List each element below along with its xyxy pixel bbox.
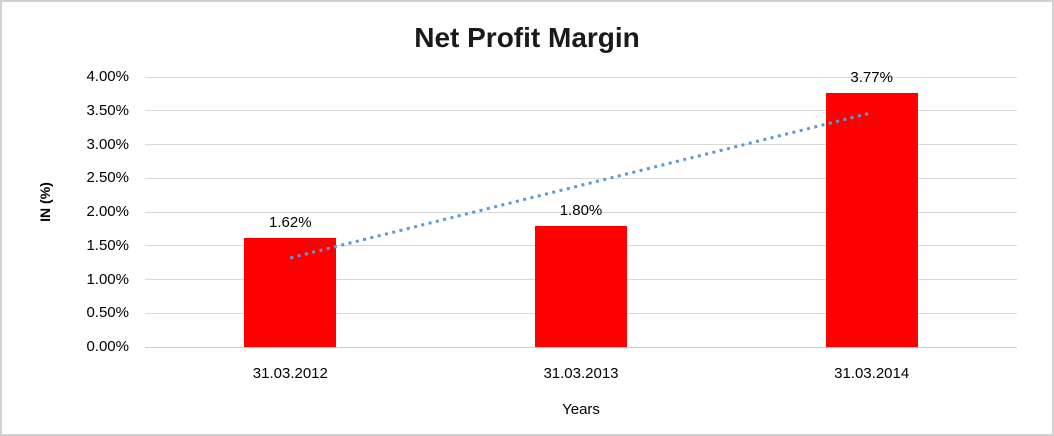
bar[interactable] [244, 237, 337, 347]
y-tick-label: 3.50% [86, 101, 129, 119]
bar[interactable] [535, 225, 627, 347]
bar-value-label: 1.62% [269, 213, 312, 231]
y-tick-label: 3.00% [86, 135, 129, 153]
y-tick-label: 4.00% [86, 68, 129, 85]
bar[interactable] [825, 92, 918, 347]
gridline [145, 110, 1017, 112]
chart-title: Net Profit Margin [414, 22, 640, 53]
y-tick-label: 0.00% [86, 338, 129, 355]
y-tick-label: 2.00% [86, 203, 129, 220]
y-tick-label: 1.00% [86, 270, 129, 288]
bar-value-label: 1.80% [559, 201, 603, 219]
x-tick-label: 31.03.2012 [252, 365, 328, 382]
x-tick-label: 31.03.2013 [543, 365, 619, 382]
y-tick-label: 1.50% [86, 236, 129, 254]
x-tick-label: 31.03.2014 [834, 365, 910, 382]
y-tick-label: 2.50% [86, 169, 129, 187]
y-tick-label: 0.50% [86, 304, 129, 322]
gridline [145, 76, 1017, 78]
x-axis-title: Years [562, 401, 600, 418]
bar-value-label: 3.77% [850, 68, 893, 86]
x-axis-line [145, 346, 1017, 348]
